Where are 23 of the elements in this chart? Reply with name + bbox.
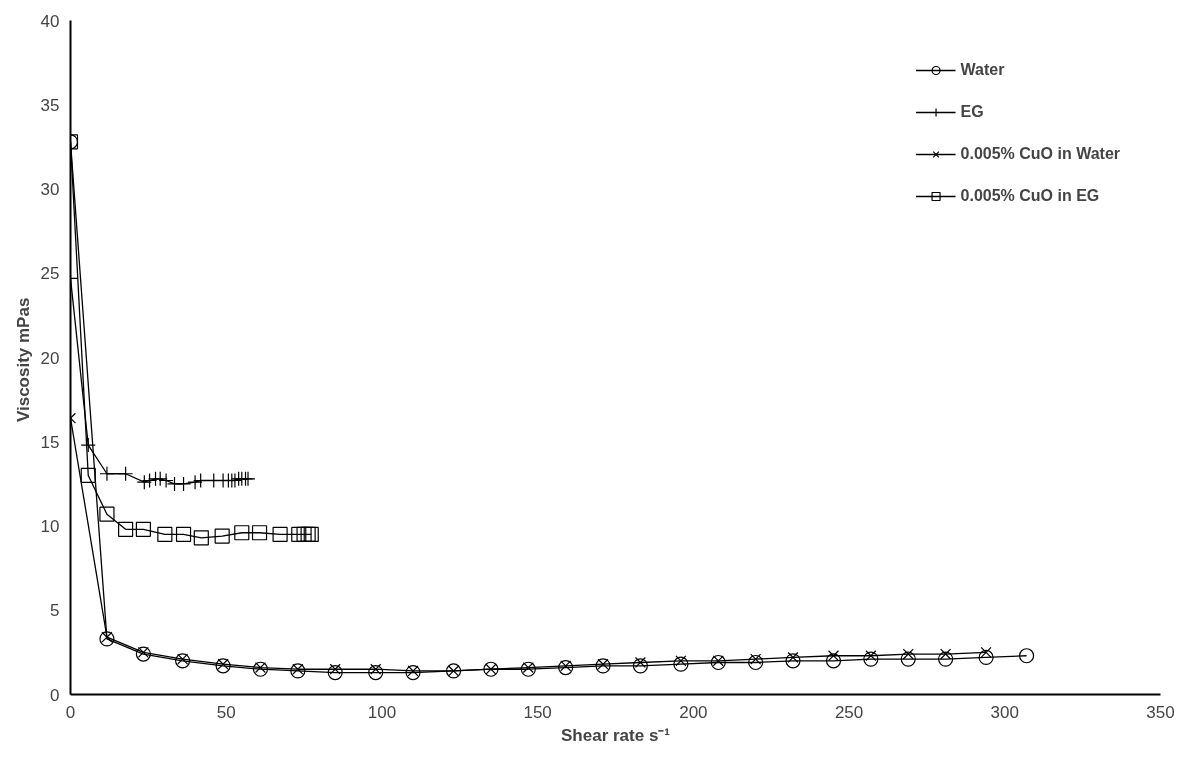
x-tick-label: 250 xyxy=(834,702,864,722)
x-tick-label: 50 xyxy=(216,702,236,722)
x-tick-label: 0 xyxy=(65,702,76,722)
y-tick-label: 15 xyxy=(40,432,60,452)
y-tick-label: 10 xyxy=(40,517,60,536)
y-tick-label: 35 xyxy=(40,95,60,115)
y-tick-label: 40 xyxy=(40,11,60,31)
x-tick-label: 100 xyxy=(367,702,397,722)
y-axis-title: Viscosity mPas xyxy=(13,297,33,423)
legend-label: EG xyxy=(960,103,984,121)
y-tick-label: 25 xyxy=(40,264,60,284)
y-tick-label: 5 xyxy=(50,601,60,621)
x-tick-label: 300 xyxy=(990,702,1019,722)
y-tick-label: 0 xyxy=(50,685,60,705)
x-tick-label: 200 xyxy=(679,702,708,722)
y-tick-label: 20 xyxy=(40,348,60,368)
legend-label: 0.005% CuO in Water xyxy=(960,145,1120,163)
legend-label: Water xyxy=(960,61,1005,79)
x-tick-label: 150 xyxy=(523,702,552,722)
legend-label: 0.005% CuO in EG xyxy=(960,187,1100,205)
x-axis-title: Shear rate s⁻¹ xyxy=(561,725,671,745)
y-tick-label: 30 xyxy=(40,180,60,199)
x-tick-label: 350 xyxy=(1146,702,1175,722)
